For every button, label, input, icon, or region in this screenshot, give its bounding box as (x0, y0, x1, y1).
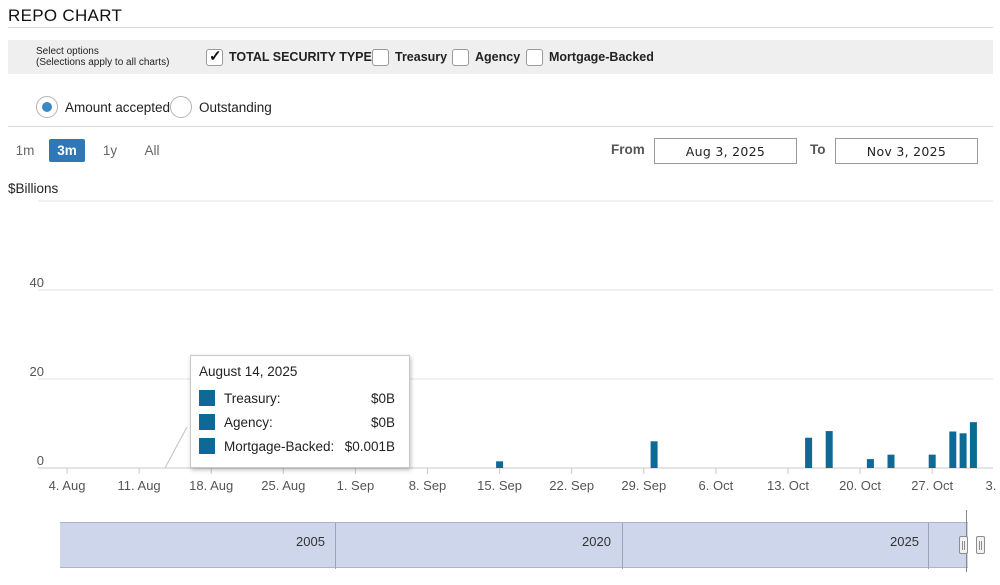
tooltip-swatch (199, 438, 215, 454)
radio-circle[interactable] (170, 96, 192, 118)
y-tick-label: 0 (37, 453, 44, 468)
tooltip-value: $0B (370, 390, 395, 406)
navigator-label-2020: 2020 (582, 534, 611, 549)
tooltip-swatch (199, 414, 215, 430)
x-tick-label: 6. Oct (699, 478, 734, 493)
x-tick-label: 13. Oct (767, 478, 809, 493)
options-label-line2: (Selections apply to all charts) (36, 57, 170, 68)
tooltip-date: August 14, 2025 (199, 364, 298, 379)
bar (887, 454, 895, 468)
tooltip-value: $0B (370, 414, 395, 430)
radio-divider (8, 126, 993, 127)
y-tick-label: 20 (30, 364, 44, 379)
navigator-label-2005: 2005 (296, 534, 325, 549)
repo-bar-chart: 0 20 40 4. Aug 11. Aug 18. Aug 25. Aug 1. Sep 8.… (30, 200, 1000, 493)
checkbox-label: TOTAL SECURITY TYPES (229, 50, 381, 64)
tooltip-value: $0.001B (344, 438, 395, 454)
checkbox-label: Treasury (395, 50, 448, 64)
tooltip-row-treasury: Treasury: $0B (199, 386, 409, 410)
radio-label: Outstanding (199, 99, 272, 115)
radio-label: Amount accepted (65, 99, 171, 115)
range-button-all[interactable]: All (144, 143, 160, 158)
x-tick-label: 25. Aug (261, 478, 305, 493)
y-tick-label: 40 (30, 275, 44, 290)
navigator-handle-left[interactable] (959, 536, 968, 554)
x-tick-label: 20. Oct (839, 478, 881, 493)
from-date-input[interactable]: Aug 3, 2025 (654, 138, 797, 164)
checkbox-treasury[interactable]: Treasury (372, 47, 447, 67)
tooltip-label: Agency: (224, 414, 273, 430)
bar (866, 459, 874, 468)
bar (650, 441, 658, 468)
title-divider (8, 27, 993, 28)
tooltip-row-mortgage-backed: Mortgage-Backed: $0.001B (199, 434, 409, 458)
checkbox-label: Agency (475, 50, 521, 64)
bar (969, 422, 977, 468)
options-label: Select options (Selections apply to all … (36, 46, 169, 68)
radio-amount-accepted[interactable]: Amount accepted (36, 96, 170, 118)
checkbox-box[interactable]: ✓ (206, 47, 223, 66)
range-navigator[interactable]: 2005 2020 2025 (60, 522, 968, 569)
bar (825, 431, 833, 468)
tooltip-row-agency: Agency: $0B (199, 410, 409, 434)
x-tick-label: 1. Sep (337, 478, 375, 493)
x-tick-label: 29. Sep (621, 478, 666, 493)
bar (959, 433, 967, 468)
checkmark-icon: ✓ (209, 47, 222, 65)
page-title: REPO CHART (8, 6, 123, 25)
bar (496, 461, 504, 468)
tooltip-label: Treasury: (224, 390, 281, 406)
checkbox-label: Mortgage-Backed (549, 50, 654, 64)
checkbox-total-security-types[interactable]: ✓ TOTAL SECURITY TYPES (206, 47, 380, 67)
navigator-separator (928, 523, 929, 569)
x-tick-label: 8. Sep (409, 478, 447, 493)
radio-outstanding[interactable]: Outstanding (170, 96, 272, 118)
navigator-separator (335, 523, 336, 569)
checkbox-box[interactable] (372, 48, 389, 66)
checkbox-box[interactable] (452, 48, 469, 66)
y-axis-title: $Billions (8, 181, 59, 196)
range-button-3m[interactable]: 3m (49, 139, 85, 162)
checkbox-box[interactable] (526, 48, 543, 66)
checkbox-agency[interactable]: Agency (452, 47, 520, 67)
tooltip-pointer (164, 426, 188, 469)
navigator-separator (622, 523, 623, 569)
navigator-handle-right[interactable] (976, 536, 985, 554)
radio-circle[interactable] (36, 96, 58, 118)
navigator-label-2025: 2025 (890, 534, 919, 549)
from-label: From (611, 142, 645, 157)
bar (949, 431, 957, 468)
x-tick-label: 27. Oct (911, 478, 953, 493)
range-button-1y[interactable]: 1y (102, 143, 118, 158)
x-tick-label: 22. Sep (549, 478, 594, 493)
bar (805, 437, 813, 468)
x-tick-label: 11. Aug (118, 478, 161, 493)
radio-selected-dot (42, 102, 52, 112)
to-label: To (810, 142, 826, 157)
x-tick-label: 4. Aug (49, 478, 86, 493)
x-tick-label: 18. Aug (189, 478, 233, 493)
range-button-1m[interactable]: 1m (15, 143, 35, 158)
to-date-input[interactable]: Nov 3, 2025 (835, 138, 978, 164)
tooltip-swatch (199, 390, 215, 406)
x-tick-label: 15. Sep (477, 478, 522, 493)
tooltip-label: Mortgage-Backed: (224, 438, 335, 454)
bar (928, 454, 936, 468)
checkbox-mortgage-backed[interactable]: Mortgage-Backed (526, 47, 654, 67)
options-label-line1: Select options (36, 46, 99, 57)
options-bar: Select options (Selections apply to all … (8, 40, 993, 74)
x-tick-label: 3. Nov (986, 478, 1000, 493)
chart-tooltip: August 14, 2025 Treasury: $0B Agency: $0… (190, 355, 410, 468)
